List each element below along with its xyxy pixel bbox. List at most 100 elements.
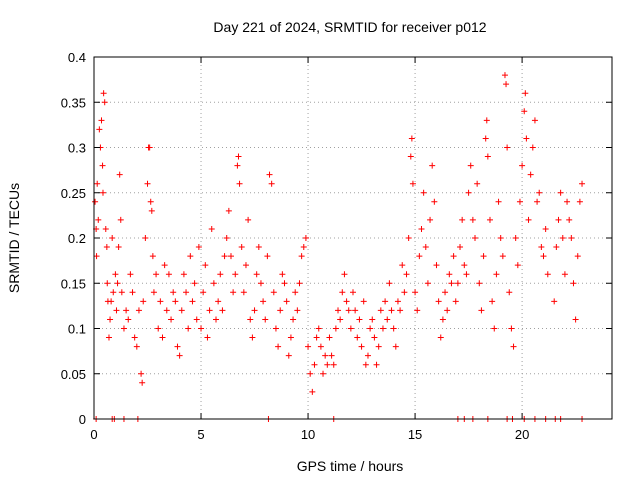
data-point — [305, 343, 312, 350]
data-point — [534, 198, 541, 205]
data-point — [245, 216, 252, 223]
data-point — [384, 316, 391, 323]
data-point — [315, 325, 322, 332]
data-point — [215, 298, 222, 305]
data-point — [512, 235, 519, 241]
data-point — [257, 280, 264, 287]
data-point — [168, 316, 175, 323]
data-point — [482, 135, 489, 142]
data-point — [474, 180, 481, 187]
data-point — [262, 316, 269, 323]
data-point — [476, 280, 483, 287]
data-point — [525, 216, 532, 223]
data-point — [210, 280, 217, 287]
data-point — [238, 244, 245, 251]
data-point — [225, 207, 232, 214]
data-point — [296, 280, 303, 287]
data-point — [193, 316, 200, 323]
data-point — [439, 316, 446, 323]
data-point — [123, 307, 130, 314]
data-point — [320, 370, 327, 377]
data-point — [514, 262, 521, 269]
data-point — [579, 180, 586, 187]
x-tick-label: 20 — [515, 427, 529, 442]
data-point — [519, 162, 526, 169]
data-point — [522, 90, 529, 97]
data-point — [332, 325, 339, 332]
data-point — [326, 334, 333, 341]
data-point — [255, 244, 262, 251]
data-point — [465, 189, 472, 196]
data-point — [486, 216, 493, 223]
data-point — [105, 334, 112, 341]
data-point — [431, 198, 438, 205]
data-point — [129, 289, 136, 296]
data-point — [399, 262, 406, 269]
data-point — [367, 325, 374, 332]
data-point — [375, 343, 382, 350]
data-point — [347, 325, 354, 332]
data-point — [397, 307, 404, 314]
y-tick-label: 0.3 — [68, 141, 86, 156]
data-point — [191, 280, 198, 287]
data-point — [153, 271, 160, 278]
grid-lines — [93, 56, 612, 420]
data-point — [401, 289, 408, 296]
data-point — [112, 271, 119, 278]
data-point — [300, 244, 307, 251]
data-point — [206, 307, 213, 314]
data-point — [491, 325, 498, 332]
data-point — [202, 262, 209, 269]
data-point — [234, 162, 241, 169]
data-point — [463, 271, 470, 278]
data-point — [92, 198, 99, 205]
data-point — [99, 162, 106, 169]
data-point — [146, 144, 153, 151]
y-axis-label: SRMTID / TECUs — [6, 183, 22, 293]
data-point — [506, 289, 513, 296]
data-point — [242, 262, 249, 269]
data-point — [217, 271, 224, 278]
data-point — [317, 343, 324, 350]
data-point — [221, 253, 228, 260]
data-point — [576, 198, 583, 205]
data-point — [379, 325, 386, 332]
data-point — [260, 298, 267, 305]
data-point — [198, 325, 205, 332]
y-tick-label: 0.35 — [61, 95, 86, 110]
data-point — [553, 244, 560, 251]
data-point — [101, 99, 108, 106]
y-tick-label: 0.4 — [68, 50, 86, 65]
x-tick-label: 0 — [90, 427, 97, 442]
data-point — [298, 253, 305, 260]
data-point — [147, 198, 154, 205]
data-point — [478, 307, 485, 314]
data-point — [140, 298, 147, 305]
data-point — [270, 289, 277, 296]
data-point — [183, 289, 190, 296]
data-point — [489, 298, 496, 305]
data-point — [484, 153, 491, 160]
data-point — [281, 280, 288, 287]
data-point — [382, 298, 389, 305]
data-point — [557, 189, 564, 196]
data-point — [437, 334, 444, 341]
data-point — [117, 216, 124, 223]
data-point — [555, 216, 562, 223]
data-point — [330, 361, 337, 368]
data-point — [93, 253, 100, 260]
data-point — [127, 271, 134, 278]
data-point — [139, 379, 146, 386]
data-point — [109, 235, 116, 241]
data-point — [495, 198, 502, 205]
y-axis-ticks: 0 0.05 0.1 0.15 0.2 0.25 0.3 0.35 0.4 — [61, 50, 612, 427]
data-point — [371, 334, 378, 341]
data-point — [172, 298, 179, 305]
data-point — [435, 298, 442, 305]
data-point — [223, 235, 230, 241]
data-point — [144, 180, 151, 187]
data-point — [148, 207, 155, 214]
data-point — [204, 334, 211, 341]
data-point — [251, 307, 258, 314]
data-point — [523, 135, 530, 142]
